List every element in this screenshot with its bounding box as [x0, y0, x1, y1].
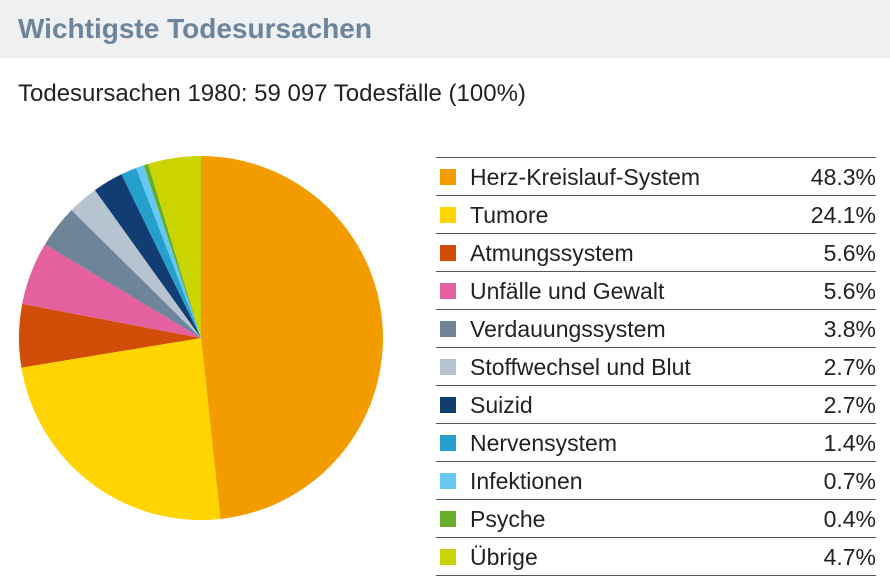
legend-value: 2.7%: [823, 354, 876, 380]
legend-swatch: [440, 549, 456, 565]
pie-slice-3: [22, 244, 201, 338]
legend-label: Tumore: [470, 202, 549, 228]
legend-label: Infektionen: [470, 468, 583, 494]
pie-slice-6: [94, 174, 201, 338]
chart-subtitle: Todesursachen 1980: 59 097 Todesfälle (1…: [18, 80, 526, 107]
legend-item: Herz-Kreislauf-System 48.3%: [436, 158, 876, 196]
legend-item: Psyche 0.4%: [436, 500, 876, 538]
legend-item: Infektionen 0.7%: [436, 462, 876, 500]
legend-value: 0.7%: [823, 468, 876, 494]
legend-label: Nervensystem: [470, 430, 617, 456]
pie-slice-9: [143, 163, 201, 338]
pie-slice-8: [136, 165, 201, 338]
legend-label: Psyche: [470, 506, 546, 532]
pie-slice-1: [21, 338, 221, 520]
legend-value: 24.1%: [810, 202, 876, 228]
legend-item: Atmungssystem 5.6%: [436, 234, 876, 272]
legend-value: 3.8%: [823, 316, 876, 342]
legend-item: Nervensystem 1.4%: [436, 424, 876, 462]
legend-item: Unfälle und Gewalt 5.6%: [436, 272, 876, 310]
legend-label: Verdauungssystem: [470, 316, 666, 342]
legend-swatch: [440, 207, 456, 223]
legend-swatch: [440, 473, 456, 489]
legend-label: Unfälle und Gewalt: [470, 278, 665, 304]
pie-slice-5: [71, 190, 201, 338]
legend-swatch: [440, 435, 456, 451]
pie-slice-7: [121, 167, 201, 338]
legend-swatch: [440, 397, 456, 413]
legend-swatch: [440, 169, 456, 185]
legend-label: Stoffwechsel und Blut: [470, 354, 691, 380]
legend: Herz-Kreislauf-System 48.3% Tumore 24.1% Atm…: [436, 157, 876, 576]
legend-value: 5.6%: [823, 278, 876, 304]
legend-swatch: [440, 245, 456, 261]
pie-slice-4: [44, 210, 202, 338]
legend-value: 2.7%: [823, 392, 876, 418]
legend-item: Tumore 24.1%: [436, 196, 876, 234]
legend-item: Verdauungssystem 3.8%: [436, 310, 876, 348]
legend-value: 1.4%: [823, 430, 876, 456]
pie-slice-0: [201, 156, 383, 519]
pie-slice-2: [18, 303, 202, 368]
pie-chart: [18, 156, 383, 520]
legend-swatch: [440, 511, 456, 527]
chart-title: Wichtigste Todesursachen: [18, 13, 372, 44]
legend-value: 0.4%: [823, 506, 876, 532]
legend-item: Übrige 4.7%: [436, 538, 876, 576]
legend-label: Herz-Kreislauf-System: [470, 164, 701, 190]
legend-item: Stoffwechsel und Blut 2.7%: [436, 348, 876, 386]
legend-label: Übrige: [470, 544, 538, 570]
legend-value: 48.3%: [810, 164, 876, 190]
legend-item: Suizid 2.7%: [436, 386, 876, 424]
legend-label: Atmungssystem: [470, 240, 634, 266]
legend-value: 5.6%: [823, 240, 876, 266]
legend-value: 4.7%: [823, 544, 876, 570]
legend-label: Suizid: [470, 392, 533, 418]
legend-swatch: [440, 283, 456, 299]
title-bar: Wichtigste Todesursachen: [0, 0, 890, 58]
legend-swatch: [440, 359, 456, 375]
legend-swatch: [440, 321, 456, 337]
pie-slice-10: [148, 156, 201, 338]
